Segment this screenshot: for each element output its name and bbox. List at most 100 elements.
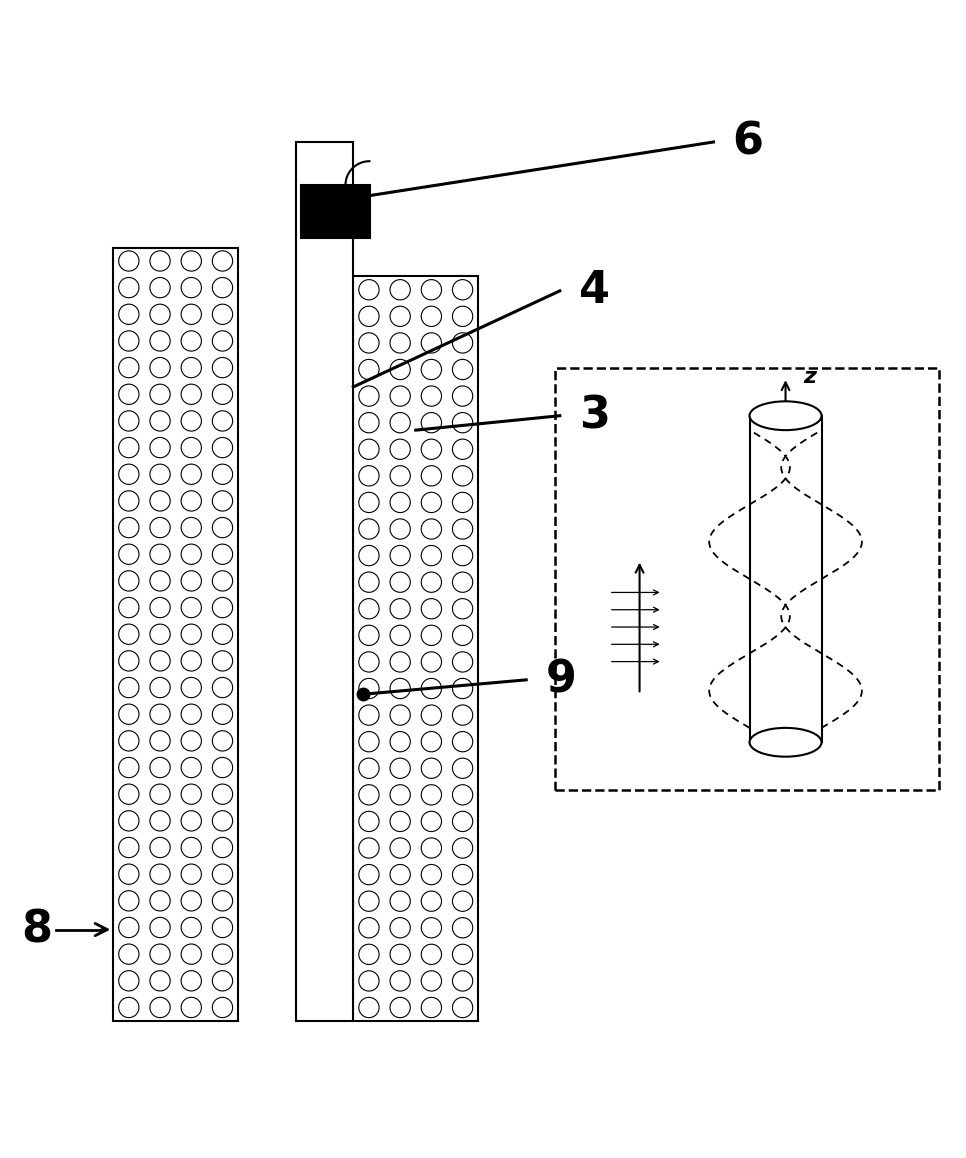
Circle shape: [213, 891, 233, 911]
Circle shape: [213, 837, 233, 858]
Circle shape: [421, 785, 441, 805]
Circle shape: [452, 519, 472, 540]
Circle shape: [213, 571, 233, 591]
Circle shape: [421, 652, 441, 672]
Circle shape: [358, 412, 379, 433]
Circle shape: [452, 917, 472, 938]
Circle shape: [150, 544, 170, 564]
Ellipse shape: [750, 402, 821, 430]
Circle shape: [119, 997, 139, 1018]
Circle shape: [150, 411, 170, 431]
Circle shape: [390, 891, 411, 911]
Circle shape: [358, 492, 379, 513]
Circle shape: [452, 652, 472, 672]
Circle shape: [150, 677, 170, 697]
Circle shape: [181, 438, 201, 457]
Circle shape: [119, 784, 139, 805]
Circle shape: [421, 812, 441, 831]
Circle shape: [213, 624, 233, 644]
Circle shape: [421, 306, 441, 327]
Circle shape: [213, 811, 233, 831]
Circle shape: [181, 944, 201, 965]
Circle shape: [181, 331, 201, 351]
Circle shape: [150, 891, 170, 911]
Circle shape: [119, 731, 139, 752]
Circle shape: [119, 651, 139, 670]
Circle shape: [421, 386, 441, 406]
Circle shape: [452, 599, 472, 618]
Circle shape: [390, 917, 411, 938]
Text: 4: 4: [579, 270, 611, 313]
Circle shape: [150, 305, 170, 324]
Circle shape: [421, 412, 441, 433]
Circle shape: [390, 545, 411, 566]
Circle shape: [213, 438, 233, 457]
Circle shape: [421, 970, 441, 991]
Circle shape: [119, 891, 139, 911]
Circle shape: [358, 386, 379, 406]
Circle shape: [119, 491, 139, 511]
Circle shape: [390, 519, 411, 540]
Circle shape: [181, 784, 201, 805]
Circle shape: [150, 757, 170, 778]
Circle shape: [150, 944, 170, 965]
Circle shape: [358, 891, 379, 911]
Bar: [296, 142, 354, 1021]
Circle shape: [181, 757, 201, 778]
Circle shape: [150, 704, 170, 725]
Circle shape: [213, 731, 233, 752]
Circle shape: [358, 572, 379, 592]
Circle shape: [421, 599, 441, 618]
Circle shape: [358, 519, 379, 540]
Circle shape: [390, 652, 411, 672]
Circle shape: [213, 864, 233, 885]
Circle shape: [452, 785, 472, 805]
Circle shape: [213, 757, 233, 778]
Circle shape: [452, 812, 472, 831]
Circle shape: [181, 384, 201, 404]
Circle shape: [119, 331, 139, 351]
Circle shape: [150, 651, 170, 670]
Circle shape: [119, 864, 139, 885]
Circle shape: [150, 251, 170, 271]
Circle shape: [213, 278, 233, 298]
Circle shape: [119, 757, 139, 778]
Circle shape: [390, 599, 411, 618]
Circle shape: [421, 891, 441, 911]
Circle shape: [390, 812, 411, 831]
Circle shape: [358, 332, 379, 353]
Circle shape: [213, 411, 233, 431]
Circle shape: [358, 679, 379, 698]
Circle shape: [150, 784, 170, 805]
Circle shape: [390, 758, 411, 778]
Circle shape: [452, 625, 472, 645]
Circle shape: [181, 891, 201, 911]
Circle shape: [213, 491, 233, 511]
Circle shape: [119, 544, 139, 564]
Circle shape: [452, 891, 472, 911]
Circle shape: [358, 439, 379, 460]
Circle shape: [181, 571, 201, 591]
Circle shape: [390, 412, 411, 433]
Circle shape: [150, 438, 170, 457]
Circle shape: [358, 812, 379, 831]
Circle shape: [213, 651, 233, 670]
Circle shape: [181, 518, 201, 537]
Circle shape: [150, 624, 170, 644]
Circle shape: [421, 519, 441, 540]
Circle shape: [452, 492, 472, 513]
Circle shape: [150, 811, 170, 831]
Circle shape: [181, 837, 201, 858]
Circle shape: [119, 278, 139, 298]
Circle shape: [213, 944, 233, 965]
Circle shape: [119, 917, 139, 938]
Circle shape: [421, 359, 441, 380]
Circle shape: [421, 944, 441, 965]
Circle shape: [358, 279, 379, 300]
Circle shape: [213, 997, 233, 1018]
Text: 3: 3: [579, 394, 610, 438]
Circle shape: [358, 970, 379, 991]
Circle shape: [452, 306, 472, 327]
Circle shape: [119, 384, 139, 404]
Circle shape: [181, 731, 201, 752]
